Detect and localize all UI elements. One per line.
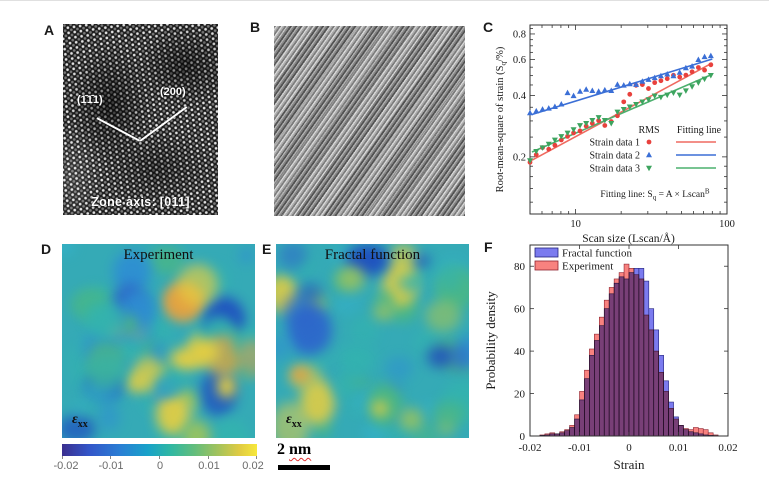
svg-text:-0.01: -0.01 <box>568 442 591 454</box>
plane-label-200: (200) <box>160 86 186 98</box>
strain-blob <box>190 339 218 365</box>
panel-label-b: B <box>250 19 260 35</box>
strain-blob <box>450 344 469 371</box>
strain-blob <box>372 401 388 415</box>
strain-blob <box>291 367 308 382</box>
strain-blob <box>373 303 395 320</box>
strain-blob <box>217 375 236 398</box>
svg-text:Root-mean-square of strain (Sq: Root-mean-square of strain (Sq/%) <box>495 46 508 192</box>
svg-text:0.01: 0.01 <box>669 442 688 454</box>
svg-text:Fitting line: Fitting line <box>677 125 722 136</box>
svg-text:Strain: Strain <box>613 457 645 472</box>
svg-text:Strain data 3: Strain data 3 <box>589 164 640 175</box>
strain-blob <box>177 264 218 306</box>
strain-blob <box>348 360 365 378</box>
rms-strain-chart: 10 100 0.2 0.4 0.6 0.8 RMS Fitting line Strain d… <box>480 9 769 249</box>
colorbar-tick-labels: -0.02 -0.01 0 0.01 0.02 <box>62 460 257 474</box>
svg-text:0.2: 0.2 <box>513 152 526 163</box>
strain-blob <box>385 357 413 379</box>
svg-text:Strain data 1: Strain data 1 <box>589 138 640 149</box>
hrtem-image: (1̄1̄1) (200) Zone axis: [011] <box>63 24 218 215</box>
svg-text:Strain data 2: Strain data 2 <box>589 151 640 162</box>
svg-text:0.8: 0.8 <box>513 29 526 40</box>
svg-text:60: 60 <box>514 304 526 316</box>
panel-label-a: A <box>44 22 54 38</box>
strain-blob <box>98 403 120 431</box>
svg-text:40: 40 <box>514 346 526 358</box>
strain-blob <box>151 318 171 341</box>
svg-text:Experiment: Experiment <box>562 261 613 273</box>
strain-blob <box>399 408 423 431</box>
strain-blob <box>334 295 361 315</box>
strain-blob <box>439 261 463 291</box>
svg-text:0: 0 <box>626 442 632 454</box>
svg-text:0.6: 0.6 <box>513 55 526 66</box>
svg-text:80: 80 <box>514 261 526 273</box>
strain-blob <box>432 401 467 426</box>
strain-blob <box>210 419 251 438</box>
svg-text:0.4: 0.4 <box>513 91 527 102</box>
strain-blob <box>337 266 365 291</box>
strain-map-fractal: Fractal function εxx <box>276 244 469 438</box>
strain-blob <box>425 300 461 332</box>
strain-blob <box>363 424 387 438</box>
lattice-fringe-image <box>274 26 465 216</box>
panel-label-d: D <box>41 241 51 257</box>
strain-blob <box>239 368 252 378</box>
svg-text:RMS: RMS <box>638 125 659 136</box>
scale-bar <box>278 465 330 470</box>
svg-text:0.02: 0.02 <box>718 442 737 454</box>
svg-text:-0.02: -0.02 <box>519 442 542 454</box>
strain-blob <box>87 355 127 391</box>
map-title-experiment: Experiment <box>62 247 255 264</box>
zone-axis-label: Zone axis: [011] <box>63 195 218 209</box>
svg-text:10: 10 <box>570 219 581 230</box>
svg-text:0: 0 <box>520 431 526 443</box>
svg-text:20: 20 <box>514 389 526 401</box>
strain-component-label: εxx <box>72 412 88 430</box>
strain-map-experiment: Experiment εxx <box>62 244 255 438</box>
strain-component-label: εxx <box>286 412 302 430</box>
plane-label-111: (1̄1̄1) <box>77 94 103 106</box>
svg-text:Probability density: Probability density <box>483 291 498 390</box>
svg-text:Fitting line: Sq = A × LscanB: Fitting line: Sq = A × LscanB <box>600 188 709 202</box>
strain-blob <box>157 374 184 397</box>
strain-histogram-chart: -0.02 -0.01 0 0.01 0.02 0 20 40 60 80 Fractal func… <box>478 237 769 499</box>
image-shading <box>63 24 218 215</box>
scale-bar-label: 2 nm <box>277 441 311 459</box>
map-title-fractal: Fractal function <box>276 247 469 264</box>
strain-blob <box>282 293 317 326</box>
strain-colorbar <box>62 444 257 456</box>
strain-blob <box>350 315 379 346</box>
svg-text:Fractal function: Fractal function <box>562 248 632 260</box>
panel-label-e: E <box>262 241 271 257</box>
series-strain-data-2 <box>527 53 714 116</box>
svg-text:100: 100 <box>719 219 735 230</box>
